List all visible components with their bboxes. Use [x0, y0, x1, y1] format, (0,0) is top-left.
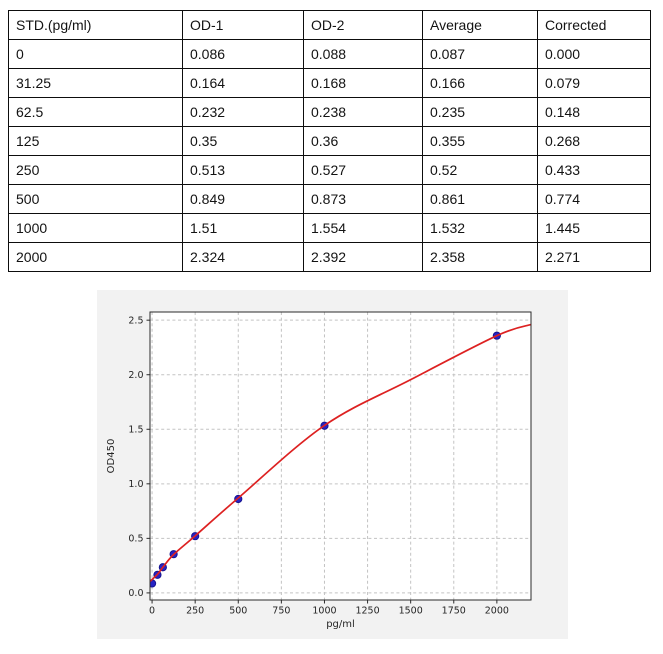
- table-row: 250 0.513 0.527 0.52 0.433: [8, 155, 651, 185]
- table-cell: 1.554: [303, 213, 423, 243]
- y-tick-label: 0.5: [128, 534, 143, 545]
- table-cell: 31.25: [8, 68, 183, 98]
- table-cell: 0.164: [182, 68, 304, 98]
- y-tick-label: 1.0: [128, 479, 143, 490]
- table-cell: 0.088: [303, 39, 423, 69]
- y-tick-label: 1.5: [128, 425, 143, 436]
- x-tick-label: 750: [272, 606, 290, 617]
- table-row: 2000 2.324 2.392 2.358 2.271: [8, 242, 651, 272]
- y-axis-label: OD450: [106, 439, 117, 474]
- x-tick-label: 1750: [442, 606, 466, 617]
- table-row: 125 0.35 0.36 0.355 0.268: [8, 126, 651, 156]
- table-cell: 2.271: [537, 242, 651, 272]
- table-cell: 0.52: [422, 155, 538, 185]
- col-header-corrected: Corrected: [537, 10, 651, 40]
- table-header-row: STD.(pg/ml) OD-1 OD-2 Average Corrected: [8, 10, 651, 40]
- table-cell: 500: [8, 184, 183, 214]
- y-tick-label: 2.0: [128, 370, 143, 381]
- standard-curve-chart: 0 250 500 750 1000 1250 1500 1750 2000 0.0 0.5 1.0 1…: [97, 290, 568, 639]
- x-tick-label: 1000: [312, 606, 336, 617]
- table-row: 62.5 0.232 0.238 0.235 0.148: [8, 97, 651, 127]
- x-tick-label: 500: [229, 606, 247, 617]
- table-row: 31.25 0.164 0.168 0.166 0.079: [8, 68, 651, 98]
- table-cell: 0.527: [303, 155, 423, 185]
- table-cell: 1.445: [537, 213, 651, 243]
- table-cell: 0: [8, 39, 183, 69]
- tick-labels: 0 250 500 750 1000 1250 1500 1750 2000 0.0 0.5 1.0 1…: [128, 315, 509, 616]
- table-cell: 0.087: [422, 39, 538, 69]
- table-cell: 0.000: [537, 39, 651, 69]
- x-tick-label: 2000: [485, 606, 509, 617]
- x-tick-label: 1500: [399, 606, 423, 617]
- table-cell: 0.166: [422, 68, 538, 98]
- col-header-std: STD.(pg/ml): [8, 10, 183, 40]
- tick-marks: [146, 319, 498, 604]
- table-cell: 2.358: [422, 242, 538, 272]
- table-cell: 1000: [8, 213, 183, 243]
- fit-curve-line: [150, 323, 531, 583]
- table-cell: 0.168: [303, 68, 423, 98]
- standards-table: STD.(pg/ml) OD-1 OD-2 Average Corrected …: [8, 10, 651, 272]
- table-cell: 0.861: [422, 184, 538, 214]
- table-cell: 62.5: [8, 97, 183, 127]
- table-cell: 0.238: [303, 97, 423, 127]
- table-cell: 0.36: [303, 126, 423, 156]
- table-cell: 0.079: [537, 68, 651, 98]
- table-cell: 0.086: [182, 39, 304, 69]
- table-row: 1000 1.51 1.554 1.532 1.445: [8, 213, 651, 243]
- table-cell: 0.35: [182, 126, 304, 156]
- col-header-od2: OD-2: [303, 10, 423, 40]
- table-cell: 1.51: [182, 213, 304, 243]
- table-cell: 0.235: [422, 97, 538, 127]
- table-cell: 0.849: [182, 184, 304, 214]
- table-cell: 0.513: [182, 155, 304, 185]
- table-cell: 2.324: [182, 242, 304, 272]
- plot-area: [150, 312, 531, 600]
- table-cell: 2.392: [303, 242, 423, 272]
- col-header-od1: OD-1: [182, 10, 304, 40]
- table-cell: 0.774: [537, 184, 651, 214]
- table-cell: 0.433: [537, 155, 651, 185]
- axes-spines: [149, 311, 532, 601]
- y-tick-label: 2.5: [128, 315, 143, 326]
- table-cell: 0.148: [537, 97, 651, 127]
- y-tick-label: 0.0: [128, 588, 143, 599]
- x-tick-label: 0: [149, 606, 155, 617]
- plot-data: [150, 323, 531, 588]
- col-header-average: Average: [422, 10, 538, 40]
- table-cell: 0.355: [422, 126, 538, 156]
- x-tick-label: 1250: [355, 606, 379, 617]
- table-cell: 125: [8, 126, 183, 156]
- table-row: 500 0.849 0.873 0.861 0.774: [8, 184, 651, 214]
- x-tick-label: 250: [186, 606, 204, 617]
- table-cell: 1.532: [422, 213, 538, 243]
- table-cell: 2000: [8, 242, 183, 272]
- table-cell: 0.232: [182, 97, 304, 127]
- gridlines: [150, 312, 531, 600]
- x-axis-label: pg/ml: [326, 619, 355, 630]
- table-row: 0 0.086 0.088 0.087 0.000: [8, 39, 651, 69]
- table-cell: 0.873: [303, 184, 423, 214]
- table-cell: 250: [8, 155, 183, 185]
- table-cell: 0.268: [537, 126, 651, 156]
